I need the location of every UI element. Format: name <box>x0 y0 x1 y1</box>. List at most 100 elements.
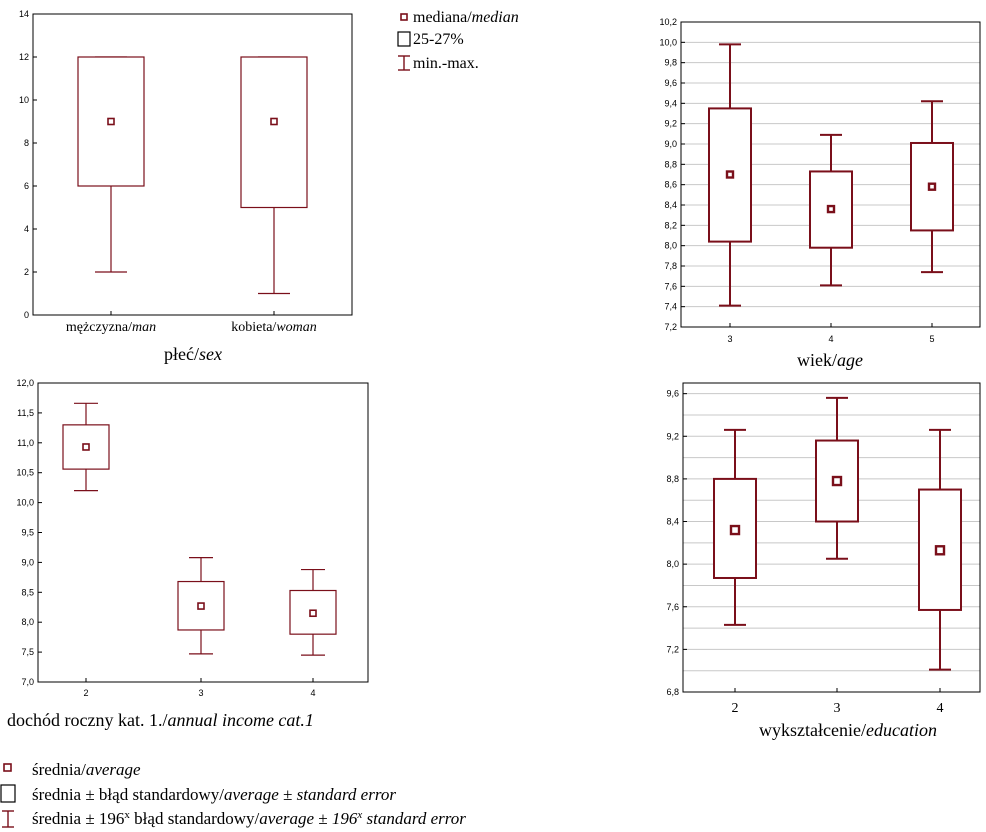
box-income-3 <box>290 570 336 656</box>
x-tick-label: mężczyzna/man <box>66 320 156 335</box>
box-age-3 <box>911 101 953 272</box>
y-tick-label: 9,2 <box>664 119 677 129</box>
y-tick-label: 9,6 <box>666 389 679 399</box>
y-tick-label: 10 <box>19 95 29 105</box>
y-tick-label: 7,5 <box>21 647 34 657</box>
box-education-2 <box>816 398 858 559</box>
y-tick-label: 4 <box>24 224 29 234</box>
x-axis-title-part: sex <box>199 344 222 364</box>
x-tick-label-part: man <box>132 320 156 335</box>
legend-top: mediana/median 25-27% min.-max. <box>398 9 519 72</box>
y-tick-label: 8,0 <box>21 617 34 627</box>
legend-bottom-label-part: average <box>86 760 141 779</box>
x-axis-title: wykształcenie/education <box>759 720 937 740</box>
y-tick-label: 6 <box>24 181 29 191</box>
x-tick-label: 2 <box>732 701 739 716</box>
x-axis-title-part: wiek/ <box>797 350 837 370</box>
y-tick-label: 8,6 <box>664 180 677 190</box>
center-marker <box>833 477 841 485</box>
y-tick-label: 10,0 <box>16 498 34 508</box>
x-axis-title-part: płeć/ <box>164 344 199 364</box>
y-tick-label: 6,8 <box>666 687 679 697</box>
legend-top-item-whisker: min.-max. <box>398 55 479 72</box>
box-body <box>241 57 307 208</box>
y-tick-label: 10,5 <box>16 468 34 478</box>
legend-bottom-label-part: błąd standardowy/ <box>130 809 260 828</box>
x-tick-label: kobieta/woman <box>231 320 317 335</box>
x-tick-label: 3 <box>198 688 203 698</box>
x-tick-label-part: mężczyzna/ <box>66 320 132 335</box>
mean-marker-icon <box>4 764 11 771</box>
box-sex-2 <box>241 57 307 294</box>
y-tick-label: 7,2 <box>664 322 677 332</box>
y-tick-label: 8,0 <box>666 559 679 569</box>
chart-income: 7,0 7,5 8,0 8,5 9,0 9,5 10,0 10,5 11,0 11,5 12,0 2 3… <box>7 378 368 730</box>
x-axis-title-part: education <box>866 720 937 740</box>
y-tick-label: 9,0 <box>664 139 677 149</box>
y-tick-label: 8,0 <box>664 241 677 251</box>
legend-bottom-item-box: średnia ± błąd standardowy/average ± sta… <box>1 785 396 804</box>
box-income-2 <box>178 558 224 654</box>
x-tick-label: 5 <box>929 334 934 344</box>
y-tick-label: 7,8 <box>664 261 677 271</box>
y-tick-label: 9,0 <box>21 557 34 567</box>
y-tick-label: 8 <box>24 138 29 148</box>
y-tick-label: 11,0 <box>17 438 34 448</box>
legend-bottom-label: średnia ± 196x błąd standardowy/average … <box>32 809 466 828</box>
center-marker <box>271 119 277 125</box>
legend-bottom-label-part: average ± standard error <box>224 785 396 804</box>
y-tick-label: 8,4 <box>666 517 679 527</box>
box-sex-1 <box>78 57 144 272</box>
y-tick-label: 8,4 <box>664 200 677 210</box>
box-icon <box>398 32 410 46</box>
legend-bottom-label-part: average ± 196 <box>259 809 358 828</box>
legend-bottom-label: średnia/average <box>32 760 141 779</box>
box-education-1 <box>714 430 756 625</box>
x-tick-label: 3 <box>834 701 841 716</box>
x-axis-title: dochód roczny kat. 1./annual income cat.… <box>7 710 314 730</box>
center-marker <box>310 610 316 616</box>
legend-bottom-label-part: średnia ± błąd standardowy/ <box>32 785 224 804</box>
y-tick-label: 9,6 <box>664 78 677 88</box>
y-tick-label: 11,5 <box>17 408 34 418</box>
x-tick-label-part: kobieta/ <box>231 320 276 335</box>
x-tick-label: 4 <box>937 701 944 716</box>
legend-top-item-box: 25-27% <box>398 31 464 48</box>
x-axis-title-part: age <box>837 350 863 370</box>
center-marker <box>727 172 733 178</box>
legend-bottom: średnia/average średnia ± błąd standardow… <box>1 760 466 828</box>
legend-top-label: min.-max. <box>413 55 479 72</box>
x-axis-title-part: annual income cat.1 <box>167 710 313 730</box>
y-tick-label: 7,0 <box>21 677 34 687</box>
y-tick-label: 8,5 <box>21 587 34 597</box>
x-axis-title: płeć/sex <box>164 344 222 364</box>
x-tick-label: 4 <box>310 688 315 698</box>
legend-bottom-label-part: standard error <box>362 809 466 828</box>
legend-top-label-part: median <box>472 9 519 26</box>
y-tick-label: 9,5 <box>21 528 34 538</box>
x-tick-label: 4 <box>828 334 833 344</box>
legend-bottom-label-part: średnia ± 196 <box>32 809 124 828</box>
x-tick-label: 3 <box>727 334 732 344</box>
legend-top-label: mediana/median <box>413 9 519 26</box>
x-axis-title-part: dochód roczny kat. 1./ <box>7 710 167 730</box>
center-marker <box>936 546 944 554</box>
chart-age: 7,2 7,4 7,6 7,8 8,0 8,2 8,4 8,6 8,8 9,0 9,2 9,4 9,6 9… <box>659 17 980 370</box>
y-tick-label: 10,2 <box>659 17 677 27</box>
legend-bottom-item-mean-marker: średnia/average <box>4 760 141 779</box>
legend-top-label: 25-27% <box>413 31 464 48</box>
center-marker <box>828 206 834 212</box>
box-age-2 <box>810 135 852 285</box>
center-marker <box>198 603 204 609</box>
legend-bottom-label-part: średnia/ <box>32 760 86 779</box>
y-tick-label: 0 <box>24 310 29 320</box>
y-tick-label: 14 <box>19 9 29 19</box>
chart-education: 6,87,27,68,08,48,89,29,62 3 4wykształcenie… <box>666 383 980 740</box>
legend-top-label-part: min.-max. <box>413 55 479 72</box>
y-tick-label: 7,6 <box>664 281 677 291</box>
x-tick-label-part: woman <box>276 320 316 335</box>
y-tick-label: 12 <box>19 52 29 62</box>
y-tick-label: 8,8 <box>664 159 677 169</box>
y-tick-label: 12,0 <box>16 378 34 388</box>
box-education-3 <box>919 430 961 670</box>
